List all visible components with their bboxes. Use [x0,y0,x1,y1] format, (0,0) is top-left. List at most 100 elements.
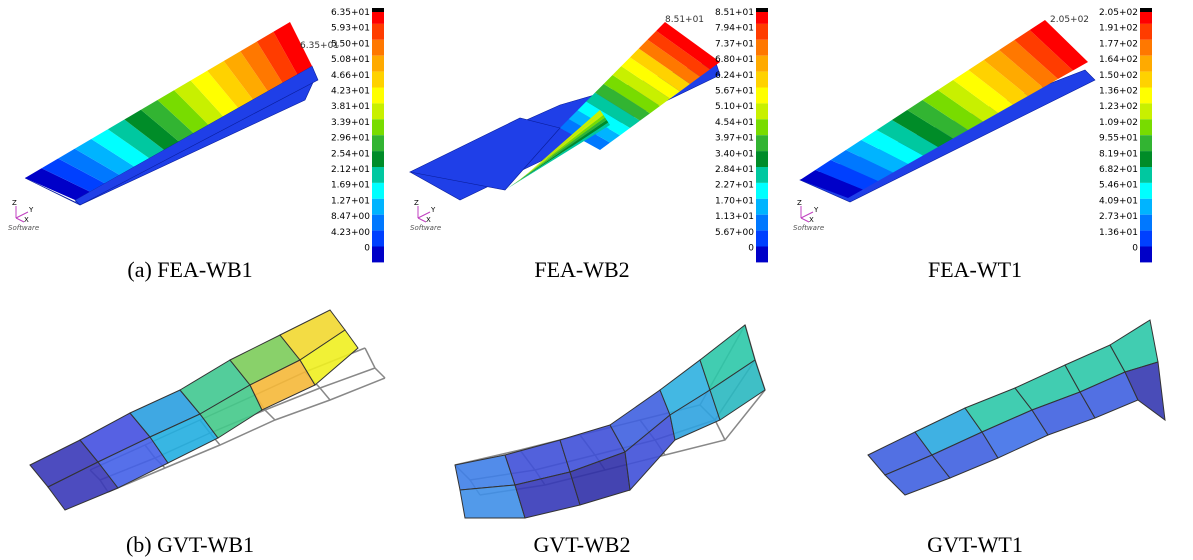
surface-band [630,48,690,92]
triad-axis [417,211,431,219]
surface-band [968,60,1028,105]
surface-band [953,70,1013,113]
colorbar-label: 6.35+01 [331,8,370,18]
surface-band [107,119,164,159]
mesh-cell [459,484,526,519]
colorbar-segment [756,103,768,120]
colorbar-segment [756,119,768,136]
caption: (b) GVT-WB1 [126,532,254,557]
colorbar-segment [756,23,768,40]
colorbar-label: 4.09+01 [1099,196,1138,206]
colorbar-segment [1140,182,1152,199]
surface-band [124,109,179,150]
surface-band [515,112,604,184]
peak-label: 8.51+01 [665,15,704,25]
triad-label: Y [28,206,34,214]
colorbar-segment [1140,246,1152,263]
surface-band [876,120,938,156]
colorbar-segment [372,87,384,104]
caption: FEA-WB2 [534,257,629,282]
surface-band [25,168,90,200]
surface-band [595,83,650,121]
triad-axis [15,217,25,223]
colorbar-segment [372,39,384,56]
logo: Software [793,224,824,232]
colorbar-label: 7.94+01 [715,24,754,34]
colorbar-segment [372,182,384,199]
surface-band [256,31,298,83]
colorbar-cap [1140,8,1152,12]
colorbar-label: 9.55+01 [1099,134,1138,144]
triad-label: Z [797,199,802,207]
colorbar-label: 3.39+01 [331,118,370,128]
colorbar-segment [1140,55,1152,72]
surface-band [800,170,863,198]
surface-band [845,140,908,173]
surface-band [223,51,268,100]
surface-band [74,139,135,175]
colorbar-segment [372,214,384,231]
surface-band [517,110,602,182]
triad-label: Z [414,199,419,207]
colorbar-segment [756,71,768,88]
wireframe [364,347,386,379]
colorbar-segment [756,182,768,199]
colorbar-segment [756,246,768,263]
triad-axis [800,211,814,219]
triad-label: X [809,216,814,224]
colorbar-label: 2.73+01 [1099,212,1138,222]
colorbar-label: 2.54+01 [331,149,370,159]
colorbar-segment [372,135,384,152]
surface-band [140,100,194,142]
colorbar-segment [372,230,384,247]
surface-band [240,41,283,92]
surface-band [507,120,609,189]
colorbar-segment [1140,23,1152,40]
surface-band [41,158,105,192]
triad-label: Y [430,206,436,214]
colorbar-cap [372,8,384,12]
colorbar-label: 1.50+02 [1099,71,1138,81]
colorbar-label: 1.13+01 [715,212,754,222]
colorbar-segment [372,151,384,167]
colorbar-label: 8.47+00 [331,212,370,222]
surface-band [603,75,660,114]
surface-band [174,80,224,125]
surface-band [91,129,150,167]
colorbar-segment [756,39,768,56]
colorbar-label: 2.96+01 [331,134,370,144]
surface-band [505,122,610,190]
colorbar-label: 0 [1132,244,1138,254]
colorbar-segment [1140,87,1152,104]
surface-band [510,117,607,187]
triad-axis [417,217,427,223]
triad-axis [15,211,29,219]
mesh-cell [299,329,359,386]
logo: Software [8,224,39,232]
peak-label: 2.05+02 [1050,15,1089,25]
colorbar-label: 0 [748,244,754,254]
colorbar-label: 5.10+01 [715,102,754,112]
colorbar-segment [1140,119,1152,136]
colorbar-label: 4.23+01 [331,87,370,97]
surface-band [586,92,640,128]
caption: FEA-WT1 [928,257,1022,282]
colorbar-segment [756,167,768,183]
surface-band [512,115,605,185]
colorbar-segment [1140,214,1152,231]
colorbar-label: 1.36+01 [1099,228,1138,238]
colorbar-label: 3.97+01 [715,134,754,144]
surface-band [190,70,238,117]
colorbar-segment [756,198,768,215]
colorbar-segment [756,87,768,104]
surface-band [983,50,1043,96]
colorbar-label: 1.91+02 [1099,24,1138,34]
surface-band [830,150,893,181]
peak-label: 6.35+01 [300,41,339,51]
surface-band [656,22,720,70]
logo: Software [410,224,441,232]
surface-band [891,110,953,147]
colorbar-segment [1140,103,1152,120]
colorbar-cap [756,8,768,12]
triad-label: X [24,216,29,224]
